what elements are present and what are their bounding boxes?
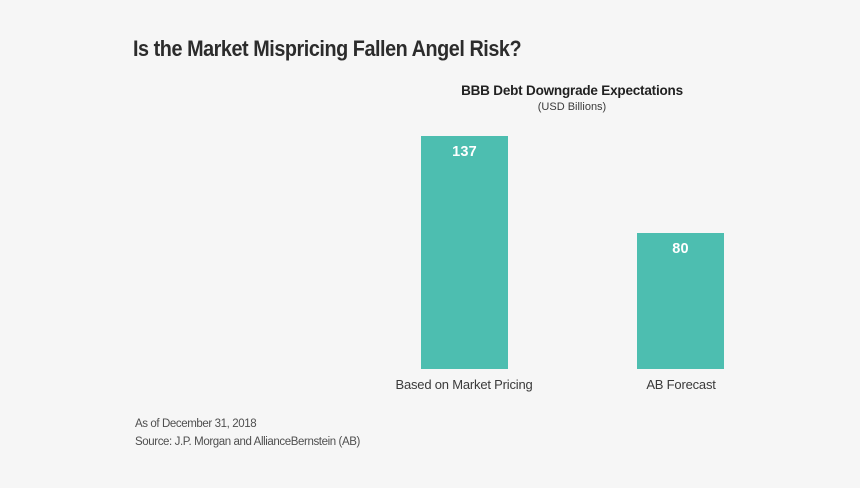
bar-value-label: 137	[452, 144, 477, 160]
chart-header: BBB Debt Downgrade Expectations (USD Bil…	[372, 83, 772, 113]
footnote: As of December 31, 2018 Source: J.P. Mor…	[135, 415, 360, 451]
x-axis-label-ab-forecast: AB Forecast	[646, 377, 716, 392]
x-axis-label-based-on-market-pricing: Based on Market Pricing	[395, 377, 533, 392]
footnote-as-of: As of December 31, 2018	[135, 418, 257, 430]
bar-ab-forecast: 80	[637, 233, 724, 369]
bar-based-on-market-pricing: 137	[421, 136, 508, 369]
footnote-source: Source: J.P. Morgan and AllianceBernstei…	[135, 436, 360, 448]
chart-title: BBB Debt Downgrade Expectations	[461, 83, 683, 98]
chart-units-label: (USD Billions)	[537, 101, 607, 113]
bar-value-label: 80	[672, 241, 689, 257]
page-title: Is the Market Mispricing Fallen Angel Ri…	[133, 36, 522, 61]
